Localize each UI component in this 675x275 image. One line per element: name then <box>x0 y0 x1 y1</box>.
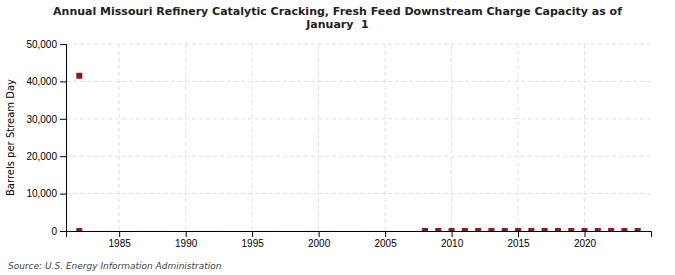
point <box>422 228 428 231</box>
x-tick-label: 2020 <box>574 238 597 249</box>
x-tick: 2000 <box>308 231 331 249</box>
point <box>462 228 468 231</box>
point <box>76 228 82 231</box>
y-tick-label: 30,000 <box>26 114 57 125</box>
point <box>76 73 82 79</box>
grid-line-x <box>119 44 120 231</box>
grid-line-y <box>66 118 651 119</box>
y-tick: 30,000 <box>26 114 66 125</box>
y-tick-label: 50,000 <box>26 39 57 50</box>
y-axis-title: Barrels per Stream Day <box>5 79 16 196</box>
plot-area: 1985 1990 1995 2000 2005 2010 2015 2020 0 10,000 2… <box>26 39 651 249</box>
y-tick-label: 10,000 <box>26 188 57 199</box>
y-tick-label: 0 <box>51 226 57 237</box>
x-tick-label: 1990 <box>175 238 198 249</box>
point <box>582 228 588 231</box>
y-axis-line <box>60 45 67 232</box>
y-tick-mark <box>60 81 66 82</box>
y-tick-mark <box>60 119 66 120</box>
y-tick: 50,000 <box>26 39 66 50</box>
x-tick: 1985 <box>109 231 132 249</box>
y-tick-mark <box>60 194 66 195</box>
y-tick: 10,000 <box>26 188 66 199</box>
y-tick-label: 40,000 <box>26 76 57 87</box>
title: Annual Missouri Refinery Catalytic Crack… <box>53 5 622 31</box>
title-line: January 1 <box>305 18 369 31</box>
grid <box>66 44 651 231</box>
x-tick: 2010 <box>441 231 464 249</box>
grid-line-y <box>66 156 651 157</box>
x-axis: 1985 1990 1995 2000 2005 2010 2015 2020 <box>67 231 652 249</box>
y-axis: 0 10,000 20,000 30,000 40,000 50,000 <box>26 39 66 237</box>
y-tick: 40,000 <box>26 76 66 87</box>
y-tick: 20,000 <box>26 151 66 162</box>
x-tick-mark <box>385 231 386 237</box>
x-tick-label: 2015 <box>507 238 530 249</box>
x-tick: 2005 <box>374 231 397 249</box>
x-tick-mark <box>319 231 320 237</box>
point <box>528 228 534 231</box>
point <box>515 228 521 231</box>
grid-line-x <box>185 44 186 231</box>
x-tick-mark <box>518 231 519 237</box>
x-tick-mark <box>186 231 187 237</box>
point <box>488 228 494 231</box>
point <box>449 228 455 231</box>
x-tick: 1990 <box>175 231 198 249</box>
point <box>635 228 641 231</box>
x-tick-mark <box>452 231 453 237</box>
point <box>608 228 614 231</box>
x-tick-mark <box>252 231 253 237</box>
grid-line-x <box>584 44 585 231</box>
grid-line-y <box>66 81 651 82</box>
point <box>621 228 627 231</box>
point <box>568 228 574 231</box>
x-tick: 2015 <box>507 231 530 249</box>
point <box>502 228 508 231</box>
grid-line-x <box>518 44 519 231</box>
chart: 1985 1990 1995 2000 2005 2010 2015 2020 0 10,000 2… <box>0 0 675 275</box>
x-tick-label: 1995 <box>242 238 265 249</box>
y-tick-mark <box>60 156 66 157</box>
x-tick-label: 2010 <box>441 238 464 249</box>
grid-line-y <box>66 44 651 45</box>
grid-line-x <box>252 44 253 231</box>
grid-line-y <box>66 193 651 194</box>
point <box>542 228 548 231</box>
x-tick-mark <box>585 231 586 237</box>
point <box>435 228 441 231</box>
point <box>555 228 561 231</box>
x-tick-label: 1985 <box>109 238 132 249</box>
y-tick-mark <box>60 231 66 232</box>
annotation: Source: U.S. Energy Information Administ… <box>8 261 222 271</box>
grid-line-x <box>318 44 319 231</box>
x-tick: 1995 <box>242 231 265 249</box>
x-axis-line <box>67 232 652 238</box>
y-tick-mark <box>60 44 66 45</box>
x-tick-label: 2005 <box>374 238 397 249</box>
point <box>595 228 601 231</box>
x-tick-mark <box>119 231 120 237</box>
grid-line-x <box>385 44 386 231</box>
x-tick-label: 2000 <box>308 238 331 249</box>
grid-line-x <box>451 44 452 231</box>
x-tick: 2020 <box>574 231 597 249</box>
title-line: Annual Missouri Refinery Catalytic Crack… <box>53 5 622 18</box>
y-tick-label: 20,000 <box>26 151 57 162</box>
y-tick: 0 <box>51 226 66 237</box>
marks <box>76 73 640 231</box>
point <box>475 228 481 231</box>
